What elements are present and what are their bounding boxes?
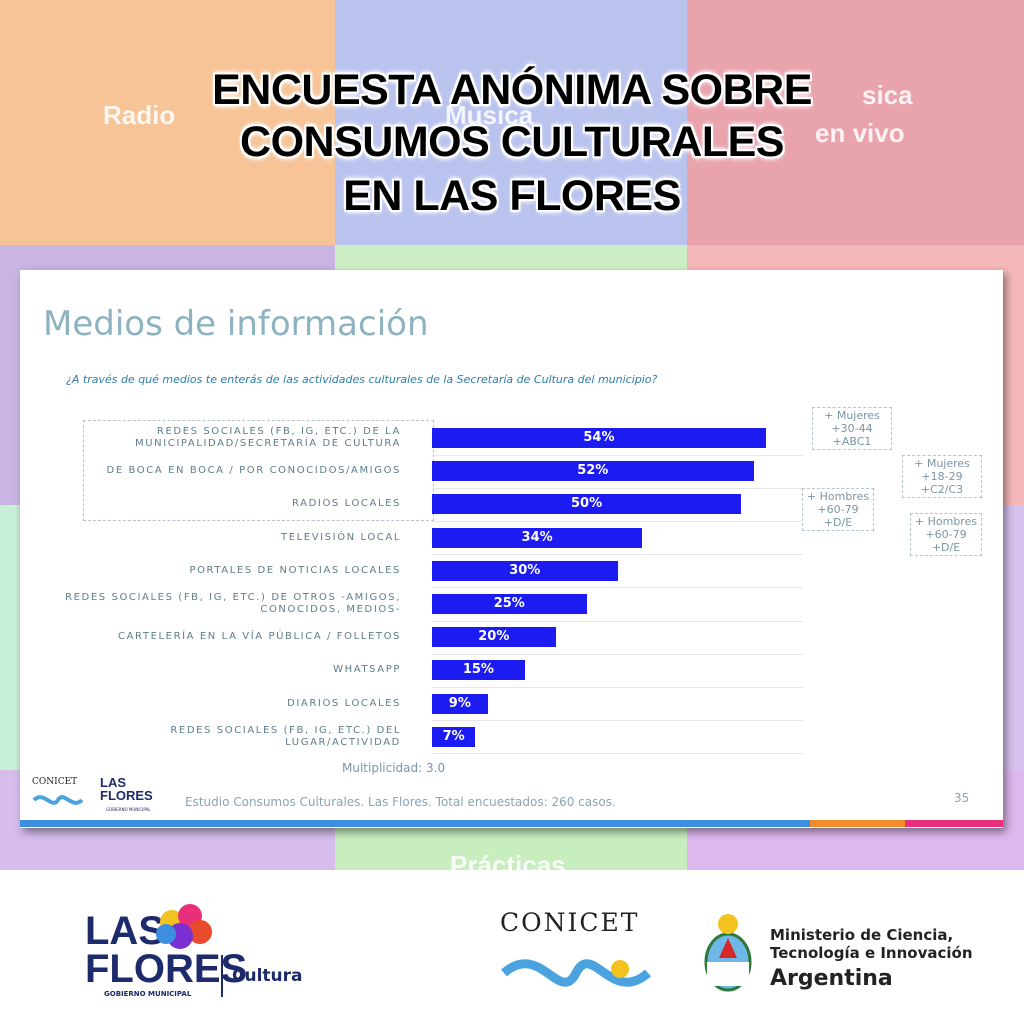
bar [432, 428, 766, 448]
row-line [432, 720, 803, 722]
chart-title: Medios de información [43, 304, 429, 344]
bar [432, 461, 754, 482]
strip [905, 820, 1003, 827]
bg-word: Prácticas [450, 850, 566, 880]
chart-subtitle: ¿A través de qué medios te enterás de la… [66, 373, 658, 386]
category-label: REDES SOCIALES (FB, IG, ETC.) DEL LUGAR/… [170, 724, 401, 748]
row-line [432, 454, 803, 456]
value-label: 34% [521, 529, 553, 545]
bar [432, 594, 587, 614]
bg-panel [0, 0, 335, 245]
value-label: 20% [478, 629, 510, 645]
category-label: REDES SOCIALES (FB, IG, ETC.) DE LA MUNI… [134, 426, 401, 449]
logo-text: GOBIERNO MUNICIPAL [106, 807, 151, 812]
slide: Medios de información ¿A través de qué m… [20, 270, 1003, 828]
page-number: 35 [954, 791, 970, 805]
category-label: TELEVISIÓN LOCAL [280, 531, 401, 543]
row-line [432, 620, 803, 622]
logo-text: CONICET [32, 777, 78, 787]
category-label: RADIOS LOCALES [292, 498, 401, 510]
bg-word: Musica [445, 100, 534, 130]
row-line [432, 554, 803, 556]
annotation: + Mujeres +30-44 +ABC1 [812, 407, 892, 450]
annotation-line: +60-79 [925, 528, 967, 541]
bar [432, 660, 525, 681]
flower-icon [156, 904, 212, 949]
note: Multiplicidad: 3.0 [342, 761, 446, 775]
row-line [432, 521, 803, 522]
bar [432, 693, 488, 714]
bg-panel [687, 0, 1024, 245]
footer-logo-text: GOBIERNO MUNICIPAL [104, 990, 192, 998]
bar [432, 527, 643, 548]
headline: CONSUMOS CULTURALES [240, 118, 784, 166]
strip [20, 820, 810, 827]
row-line [432, 587, 803, 589]
footer-logo-text: LAS [85, 909, 165, 953]
row-line [432, 687, 803, 688]
value-label: 50% [571, 496, 603, 512]
strip [810, 820, 905, 827]
bar [432, 627, 556, 648]
ministry-line: Tecnología e Innovación [770, 944, 973, 962]
ministry-line: Ministerio de Ciencia, [770, 926, 954, 944]
annotation-line: +ABC1 [832, 435, 872, 448]
annotation-line: + Mujeres [914, 457, 970, 470]
headline: EN LAS FLORES [343, 172, 681, 220]
bg-panel [335, 0, 687, 245]
divider [221, 955, 223, 997]
annotation-line: +30-44 [831, 422, 873, 435]
source: Estudio Consumos Culturales. Las Flores.… [185, 795, 616, 809]
value-label: 52% [577, 463, 609, 479]
category-label: WHATSAPP [333, 664, 401, 676]
ministry-country: Argentina [770, 966, 893, 991]
annotation-line: + Hombres [806, 490, 870, 503]
bg-word: sica [862, 80, 913, 110]
annotation-line: + Hombres [914, 515, 978, 528]
value-label: 54% [583, 430, 615, 445]
logo-icon [32, 795, 84, 805]
bg-word: Radio [103, 100, 176, 130]
row-line [432, 653, 803, 655]
value-label: 9% [448, 695, 471, 711]
bar [432, 494, 742, 515]
headline: ENCUESTA ANÓNIMA SOBRE [212, 66, 812, 114]
value-label: 7% [442, 728, 465, 744]
row-line [432, 753, 803, 755]
footer-conicet: CONICET [500, 908, 640, 937]
coat-of-arms [704, 914, 752, 992]
row-line [432, 487, 803, 489]
footer-logo-text: FLORES [85, 947, 248, 991]
annotation: + Hombres +60-79 +D/E [802, 488, 874, 531]
footer-cultura: Cultura [232, 966, 303, 986]
annotation-line: +D/E [931, 541, 961, 554]
annotation: + Hombres +60-79 +D/E [910, 513, 982, 556]
bar [432, 726, 476, 747]
value-label: 25% [493, 596, 525, 611]
value-label: 15% [462, 662, 494, 678]
annotation: + Mujeres +18-29 +C2/C3 [902, 455, 982, 498]
annotation-line: + Mujeres [824, 409, 880, 422]
value-label: 30% [509, 562, 541, 578]
annotation-line: +60-79 [817, 503, 859, 516]
bg-word: en vivo [815, 118, 905, 148]
category-label: DE BOCA EN BOCA / POR CONOCIDOS/AMIGOS [106, 465, 401, 477]
annotation-line: +D/E [823, 516, 853, 529]
category-label: PORTALES DE NOTICIAS LOCALES [189, 564, 401, 576]
annotation-line: +18-29 [921, 470, 963, 483]
category-label: CARTELERÍA EN LA VÍA PÚBLICA / FOLLETOS [118, 631, 401, 643]
bar [432, 560, 618, 581]
category-label: DIARIOS LOCALES [287, 697, 401, 709]
conicet-icon [501, 959, 651, 987]
logo-text: LAS FLORES [100, 775, 153, 803]
category-label: REDES SOCIALES (FB, IG, ETC.) DE OTROS -… [65, 592, 401, 615]
annotation-line: +C2/C3 [920, 483, 964, 496]
